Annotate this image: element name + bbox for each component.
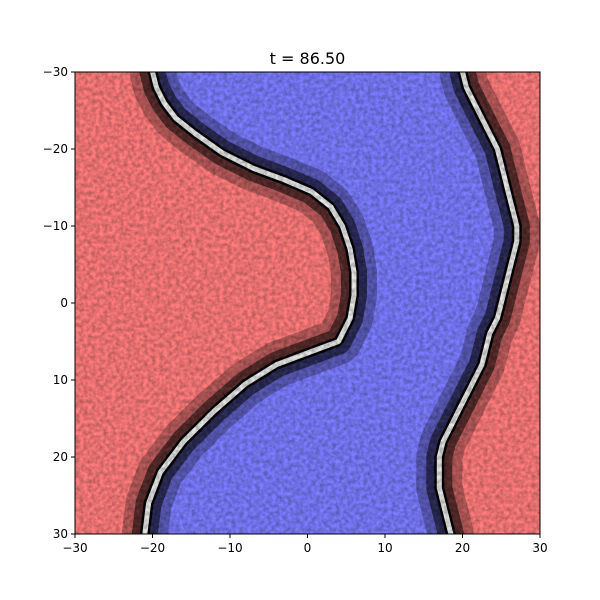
- x-tick-label: 30: [532, 541, 547, 555]
- y-tick-label: −30: [43, 65, 68, 79]
- y-tick-label: −20: [43, 142, 68, 156]
- x-axis: −30 −20 −10 0 10 20 30: [62, 534, 548, 555]
- heatmap-noise-light: [75, 72, 540, 534]
- x-tick-label: 20: [455, 541, 470, 555]
- x-tick-label: 10: [377, 541, 392, 555]
- x-tick-label: −10: [217, 541, 242, 555]
- y-axis: −30 −20 −10 0 10 20 30: [43, 65, 75, 541]
- y-tick-label: 30: [53, 527, 68, 541]
- y-tick-label: 0: [60, 296, 68, 310]
- x-tick-label: 0: [304, 541, 312, 555]
- y-tick-label: −10: [43, 219, 68, 233]
- y-tick-label: 20: [53, 450, 68, 464]
- plot-area: [75, 72, 540, 534]
- chart-title: t = 86.50: [270, 49, 346, 68]
- x-tick-label: −20: [140, 541, 165, 555]
- y-tick-label: 10: [53, 373, 68, 387]
- x-tick-label: −30: [62, 541, 87, 555]
